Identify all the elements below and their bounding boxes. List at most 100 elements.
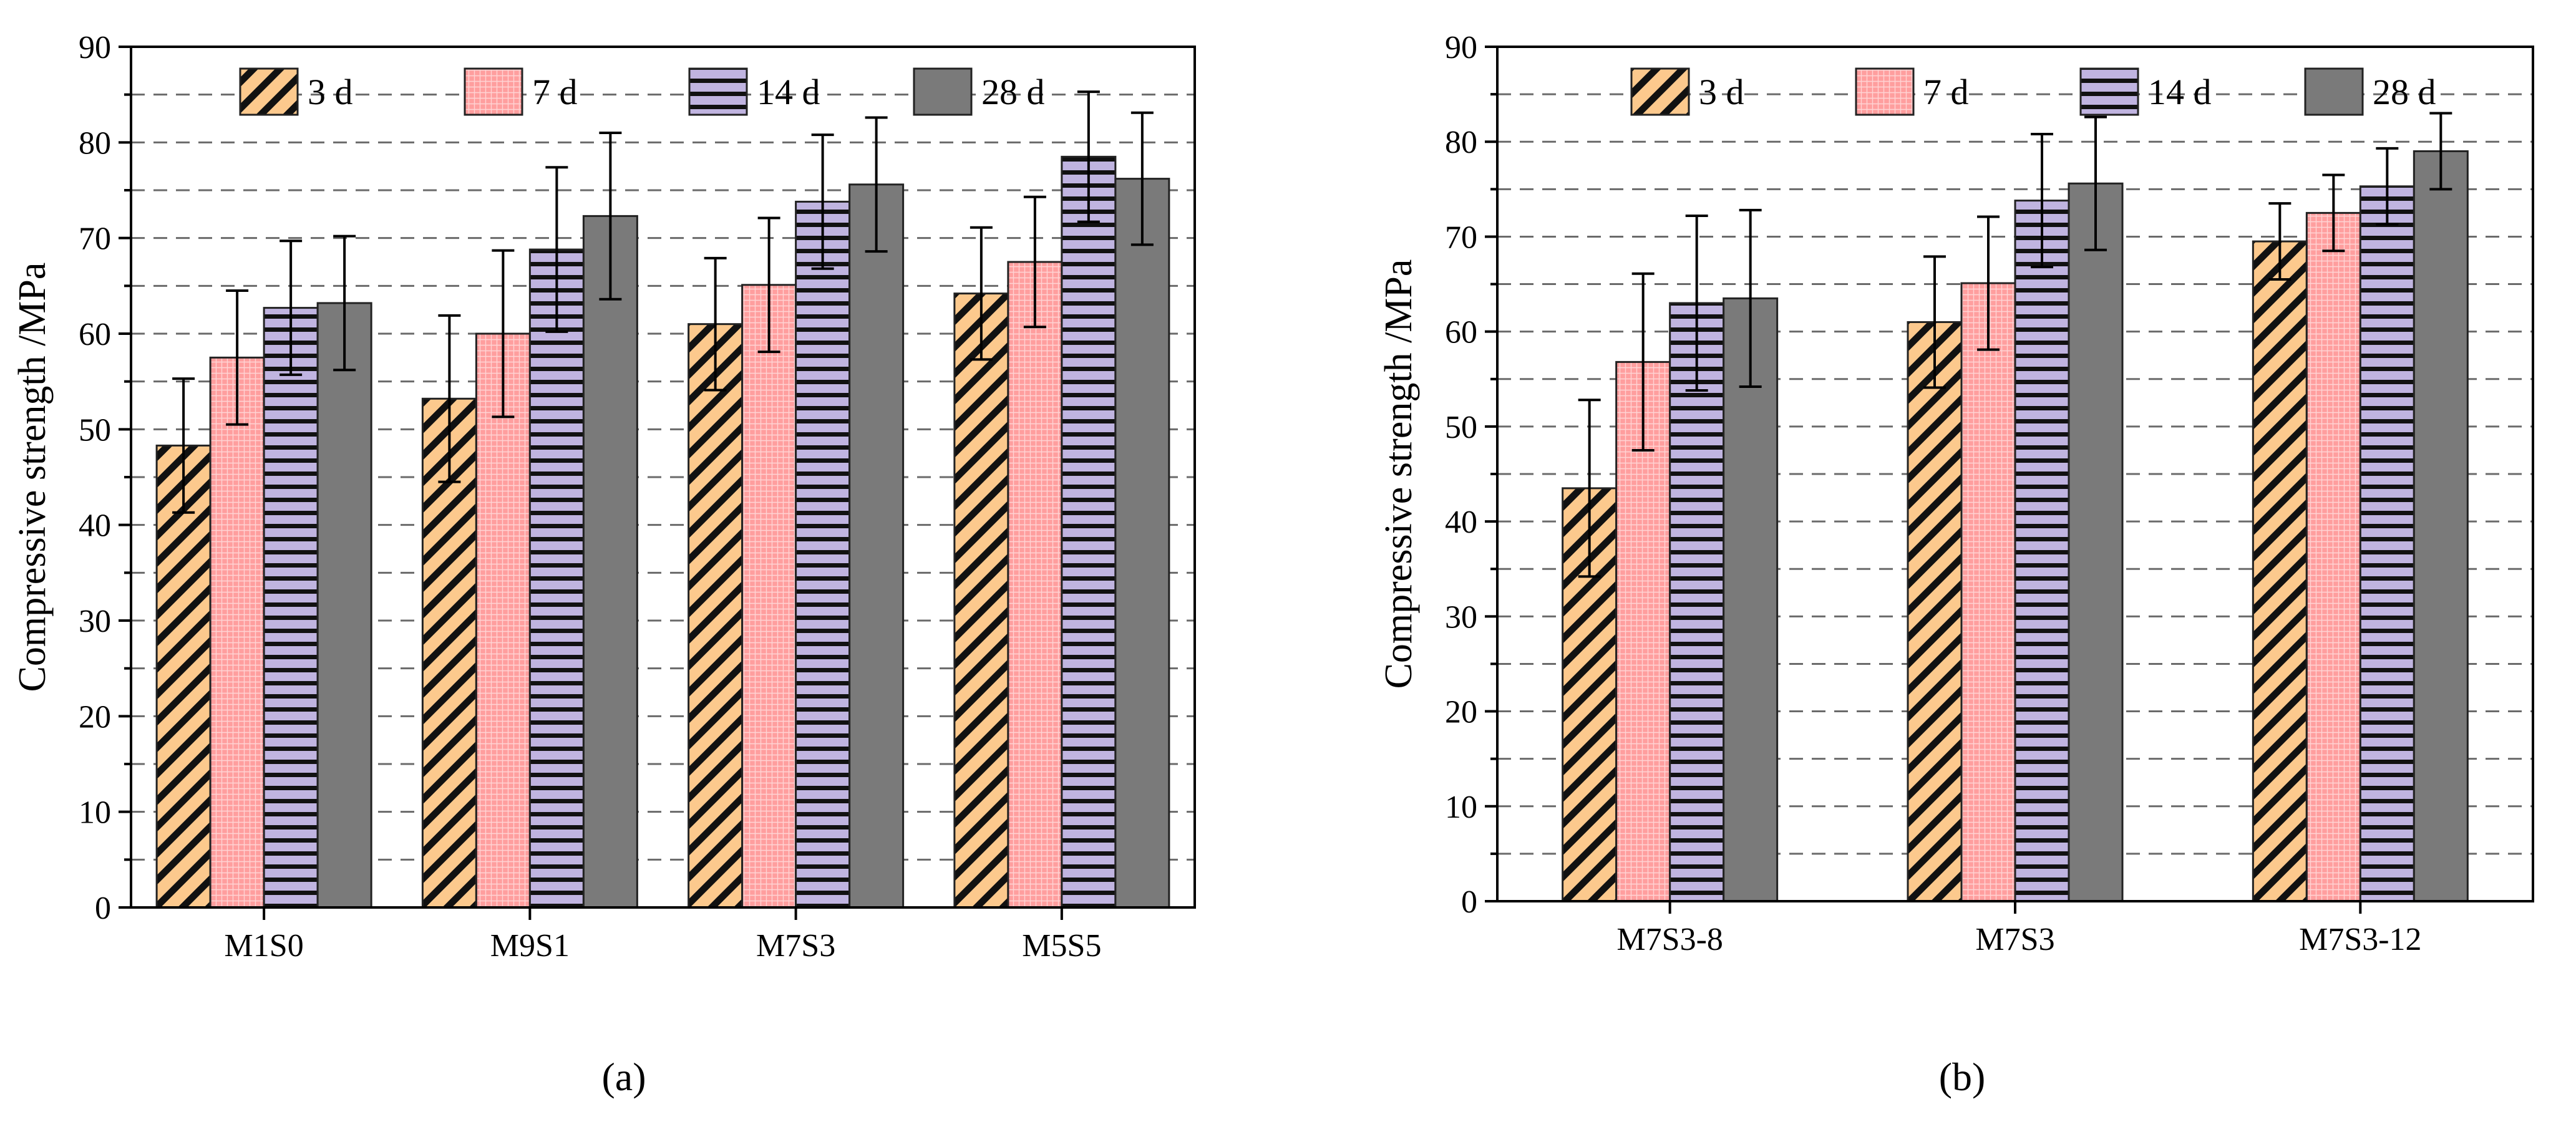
y-tick-label: 60	[79, 317, 111, 352]
legend-label: 14 d	[757, 72, 820, 112]
error-bar-m7s3-3-d	[704, 256, 727, 392]
y-tick-label: 90	[1445, 30, 1477, 65]
legend-label: 7 d	[532, 72, 578, 112]
bar-m1s0-14-d	[263, 307, 319, 909]
y-axis-title: Compressive strength /MPa	[1378, 259, 1420, 689]
x-tick-label-m7s3-12: M7S3-12	[2299, 922, 2421, 957]
x-tick-label-m7s3: M7S3	[1975, 922, 2054, 957]
y-tick-label: 80	[79, 125, 111, 161]
y-tick-label: 20	[79, 699, 111, 735]
error-bar-m7s3-14-d	[811, 133, 834, 270]
y-tick-label: 70	[1445, 220, 1477, 255]
y-tick-label: 90	[79, 30, 111, 65]
error-bar-m7s3-14-d	[2031, 133, 2053, 269]
bar-m7s3-12-3-d	[2252, 240, 2308, 902]
legend-label: 28 d	[2373, 72, 2436, 112]
legend-swatch	[1630, 67, 1690, 116]
x-tick-label-m5s5: M5S5	[1022, 928, 1101, 964]
legend-swatch	[913, 67, 973, 116]
error-bar-m7s3-28-d	[865, 116, 888, 253]
error-bar-m5s5-3-d	[970, 226, 993, 361]
bar-m7s3-14-d	[795, 200, 851, 909]
y-tick-label: 40	[1445, 505, 1477, 540]
error-bar-m9s1-14-d	[545, 166, 568, 333]
legend-swatch	[2079, 67, 2139, 116]
error-bar-m5s5-28-d	[1130, 111, 1154, 246]
bar-m5s5-14-d	[1061, 155, 1117, 909]
error-bar-m5s5-7-d	[1023, 195, 1046, 329]
legend-label: 14 d	[2148, 72, 2212, 112]
y-tick-label: 20	[1445, 695, 1477, 730]
error-bar-m1s0-7-d	[226, 289, 249, 426]
bar-m7s3-3-d	[1907, 321, 1963, 902]
error-bar-m9s1-28-d	[599, 132, 622, 301]
legend-item-28-d: 28 d	[2304, 67, 2436, 116]
legend-label: 28 d	[981, 72, 1045, 112]
bar-m7s3-3-d	[688, 323, 744, 909]
error-bar-m7s3-7-d	[1977, 215, 2000, 351]
bar-m1s0-28-d	[316, 302, 372, 909]
error-bar-m1s0-14-d	[279, 239, 303, 376]
bar-m5s5-28-d	[1114, 178, 1170, 909]
legend-swatch	[2304, 67, 2364, 116]
legend-item-7-d: 7 d	[464, 67, 578, 116]
y-tick-label: 0	[1461, 884, 1477, 920]
y-tick-label: 10	[1445, 790, 1477, 825]
bar-m7s3-12-28-d	[2413, 150, 2469, 902]
error-bar-m1s0-28-d	[333, 235, 356, 372]
legend-label: 3 d	[1699, 72, 1744, 112]
bar-m5s5-3-d	[953, 293, 1009, 909]
legend: 3 d 7 d 14 d 28 d	[239, 67, 1045, 116]
error-bar-m7s3-3-d	[1923, 255, 1946, 389]
legend-item-14-d: 14 d	[2079, 67, 2212, 116]
error-bar-m7s3-8-7-d	[1631, 272, 1655, 452]
error-bar-m9s1-7-d	[492, 249, 515, 418]
y-axis-title: Compressive strength /MPa	[11, 263, 54, 692]
bar-m7s3-7-d	[1960, 282, 2016, 902]
legend-swatch	[239, 67, 299, 116]
bar-m9s1-14-d	[528, 248, 585, 909]
error-bar-m7s3-12-14-d	[2376, 147, 2399, 226]
y-tick-label: 60	[1445, 315, 1477, 351]
y-tick-label: 50	[79, 412, 111, 448]
bar-m7s3-12-14-d	[2359, 185, 2415, 902]
bar-m7s3-7-d	[741, 284, 797, 909]
error-bar-m9s1-3-d	[438, 314, 461, 483]
x-tick-label-m9s1: M9S1	[490, 928, 570, 964]
error-bar-m1s0-3-d	[172, 377, 195, 514]
y-tick-label: 0	[95, 891, 111, 926]
legend-label: 7 d	[1923, 72, 1969, 112]
error-bar-m7s3-12-28-d	[2429, 112, 2452, 191]
x-tick-label-m7s3-8: M7S3-8	[1616, 922, 1723, 957]
legend-swatch	[688, 67, 748, 116]
legend: 3 d 7 d 14 d 28 d	[1630, 67, 2436, 116]
error-bar-m7s3-8-14-d	[1685, 214, 1708, 392]
y-tick-label: 50	[1445, 410, 1477, 445]
legend-item-7-d: 7 d	[1855, 67, 1969, 116]
x-tick-label-m7s3: M7S3	[756, 928, 835, 964]
bar-m7s3-12-7-d	[2305, 211, 2361, 902]
bar-m7s3-14-d	[2014, 200, 2070, 902]
error-bar-m5s5-14-d	[1077, 90, 1100, 223]
bar-m9s1-7-d	[475, 332, 531, 909]
chart-panel-a: 0 10 20 30 40 50 60 70 80 90 M1S0 M9S1 M7S3 M5S5 Compr…	[11, 30, 1196, 964]
bar-m7s3-28-d	[848, 183, 905, 909]
bar-m7s3-8-28-d	[1723, 297, 1779, 902]
legend-swatch	[1855, 67, 1915, 116]
legend-item-28-d: 28 d	[913, 67, 1045, 116]
bar-m7s3-8-14-d	[1669, 302, 1725, 902]
error-bar-m7s3-7-d	[757, 216, 780, 354]
bar-m7s3-28-d	[2068, 182, 2124, 902]
panel-label-a: (a)	[601, 1055, 646, 1099]
bar-m5s5-7-d	[1007, 261, 1063, 909]
chart-panel-b: 0 10 20 30 40 50 60 70 80 90 M7S3-8 M7S3 M7S3-12 Comp…	[1378, 30, 2534, 957]
y-tick-label: 10	[79, 795, 111, 831]
y-tick-label: 40	[79, 508, 111, 544]
bar-m9s1-28-d	[582, 215, 638, 909]
y-tick-label: 80	[1445, 125, 1477, 160]
legend-item-14-d: 14 d	[688, 67, 820, 116]
bar-m1s0-7-d	[209, 356, 265, 909]
error-bar-m7s3-12-7-d	[2322, 173, 2345, 253]
y-tick-label: 70	[79, 221, 111, 257]
